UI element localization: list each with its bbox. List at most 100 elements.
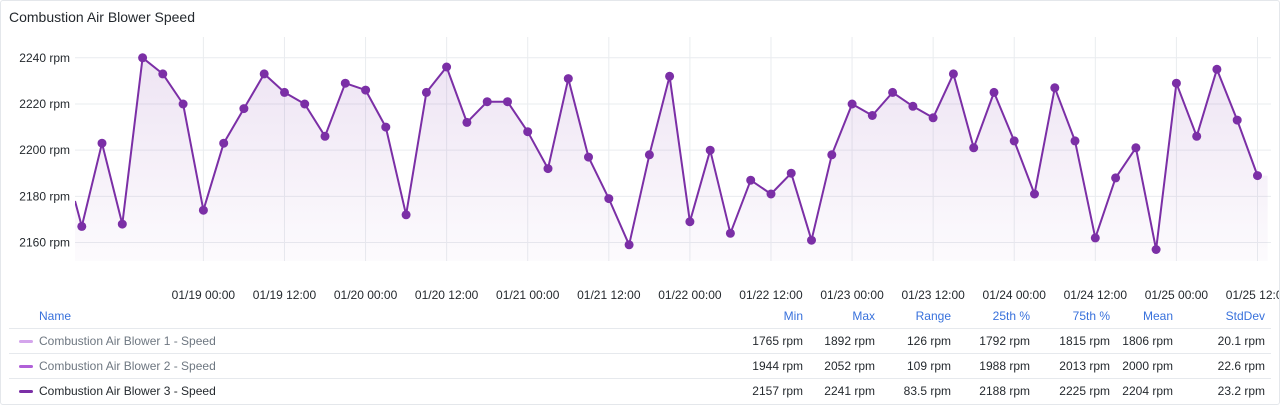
legend-max: 2241 rpm: [824, 384, 875, 398]
x-tick-label: 01/24 12:00: [1064, 288, 1128, 301]
data-point: [1070, 136, 1080, 146]
legend-stddev: 23.2 rpm: [1217, 384, 1265, 398]
x-tick-label: 01/25 00:00: [1145, 288, 1209, 301]
x-tick-label: 01/22 00:00: [658, 288, 722, 301]
data-point: [1030, 189, 1039, 199]
header-name[interactable]: Name: [39, 309, 72, 323]
legend-table: Name Min Max Range 25th % 75th % Mean St…: [9, 304, 1271, 403]
legend-p75: 1815 rpm: [1059, 334, 1110, 348]
legend-series-name[interactable]: Combustion Air Blower 3 - Speed: [39, 384, 216, 398]
data-point: [1232, 115, 1242, 125]
x-tick-label: 01/22 12:00: [739, 288, 803, 301]
legend-stddev: 20.1 rpm: [1217, 334, 1265, 348]
legend-series-name[interactable]: Combustion Air Blower 1 - Speed: [39, 334, 216, 348]
data-point: [77, 221, 87, 231]
data-point: [340, 78, 350, 88]
data-point: [827, 150, 837, 160]
data-point: [746, 175, 756, 185]
data-point: [705, 145, 715, 155]
data-point: [847, 99, 857, 109]
legend-row-blower-2[interactable]: Combustion Air Blower 2 - Speed 1944 rpm…: [9, 353, 1271, 378]
header-stddev[interactable]: StdDev: [1225, 309, 1265, 323]
data-point: [604, 194, 614, 204]
legend-min: 1765 rpm: [752, 334, 803, 348]
data-point: [1253, 171, 1262, 181]
data-point: [928, 113, 938, 123]
data-point: [1050, 83, 1060, 93]
data-point: [117, 219, 127, 229]
data-point: [989, 87, 999, 97]
x-axis: 01/19 00:00 01/19 12:00 01/20 00:00 01/20 1…: [172, 288, 1279, 301]
legend-p25: 1792 rpm: [979, 334, 1030, 348]
data-point: [969, 143, 979, 153]
header-min[interactable]: Min: [783, 309, 803, 323]
header-range[interactable]: Range: [915, 309, 951, 323]
x-tick-label: 01/21 00:00: [496, 288, 560, 301]
panel-title: Combustion Air Blower Speed: [9, 9, 195, 25]
series-color-swatch: [19, 390, 33, 393]
series-layer: [75, 53, 1268, 261]
series-area-fill: [75, 57, 1268, 261]
data-point: [644, 150, 654, 160]
data-point: [624, 240, 634, 250]
data-point: [320, 131, 330, 141]
legend-mean: 1806 rpm: [1122, 334, 1173, 348]
data-point: [239, 104, 249, 114]
series-color-swatch: [19, 340, 33, 343]
data-point: [908, 101, 918, 111]
data-point: [543, 164, 553, 174]
data-point: [442, 62, 452, 72]
data-point: [1090, 233, 1100, 243]
data-point: [563, 74, 573, 84]
legend-max: 1892 rpm: [824, 334, 875, 348]
data-point: [401, 210, 411, 220]
y-tick-label: 2220 rpm: [19, 97, 70, 111]
x-tick-label: 01/25 12:00: [1226, 288, 1279, 301]
legend-p25: 2188 rpm: [979, 384, 1030, 398]
series-line: [75, 56, 1259, 251]
legend-max: 2052 rpm: [824, 359, 875, 373]
header-75th-percentile[interactable]: 75th %: [1072, 309, 1110, 323]
x-tick-label: 01/20 00:00: [334, 288, 398, 301]
data-point: [888, 87, 898, 97]
data-point: [685, 217, 695, 227]
data-point: [807, 235, 816, 245]
data-point: [766, 189, 776, 199]
data-point: [198, 205, 208, 215]
legend-min: 2157 rpm: [752, 384, 803, 398]
data-point: [1151, 245, 1161, 254]
data-point: [948, 69, 958, 79]
x-tick-label: 01/19 00:00: [172, 288, 236, 301]
x-tick-label: 01/20 12:00: [415, 288, 479, 301]
data-point: [381, 122, 391, 132]
data-point: [178, 99, 188, 109]
data-point: [280, 87, 289, 97]
legend-p25: 1988 rpm: [979, 359, 1030, 373]
data-point: [867, 111, 877, 120]
legend-row-blower-3[interactable]: Combustion Air Blower 3 - Speed 2157 rpm…: [9, 378, 1271, 403]
legend-row-blower-1[interactable]: Combustion Air Blower 1 - Speed 1765 rpm…: [9, 328, 1271, 353]
x-tick-label: 01/24 00:00: [983, 288, 1047, 301]
x-tick-label: 01/21 12:00: [577, 288, 641, 301]
header-25th-percentile[interactable]: 25th %: [992, 309, 1030, 323]
time-series-chart[interactable]: 2160 rpm 2180 rpm 2200 rpm 2220 rpm 2240 rpm…: [1, 1, 1279, 301]
y-tick-label: 2160 rpm: [19, 236, 70, 250]
data-point: [259, 69, 269, 79]
data-point: [503, 97, 512, 107]
data-point: [138, 53, 148, 63]
x-tick-label: 01/19 12:00: [253, 288, 317, 301]
y-tick-label: 2200 rpm: [19, 143, 70, 157]
legend-header: Name Min Max Range 25th % 75th % Mean St…: [9, 304, 1271, 328]
y-tick-label: 2240 rpm: [19, 51, 70, 65]
y-axis: 2160 rpm 2180 rpm 2200 rpm 2220 rpm 2240 rpm: [19, 51, 70, 250]
data-point: [482, 97, 492, 107]
y-tick-label: 2180 rpm: [19, 189, 70, 203]
header-max[interactable]: Max: [852, 309, 875, 323]
data-point: [1212, 64, 1222, 74]
legend-series-name[interactable]: Combustion Air Blower 2 - Speed: [39, 359, 216, 373]
data-point: [584, 152, 593, 162]
header-mean[interactable]: Mean: [1142, 309, 1173, 323]
data-point: [97, 138, 107, 148]
data-point: [523, 127, 533, 137]
data-point: [1171, 78, 1181, 88]
